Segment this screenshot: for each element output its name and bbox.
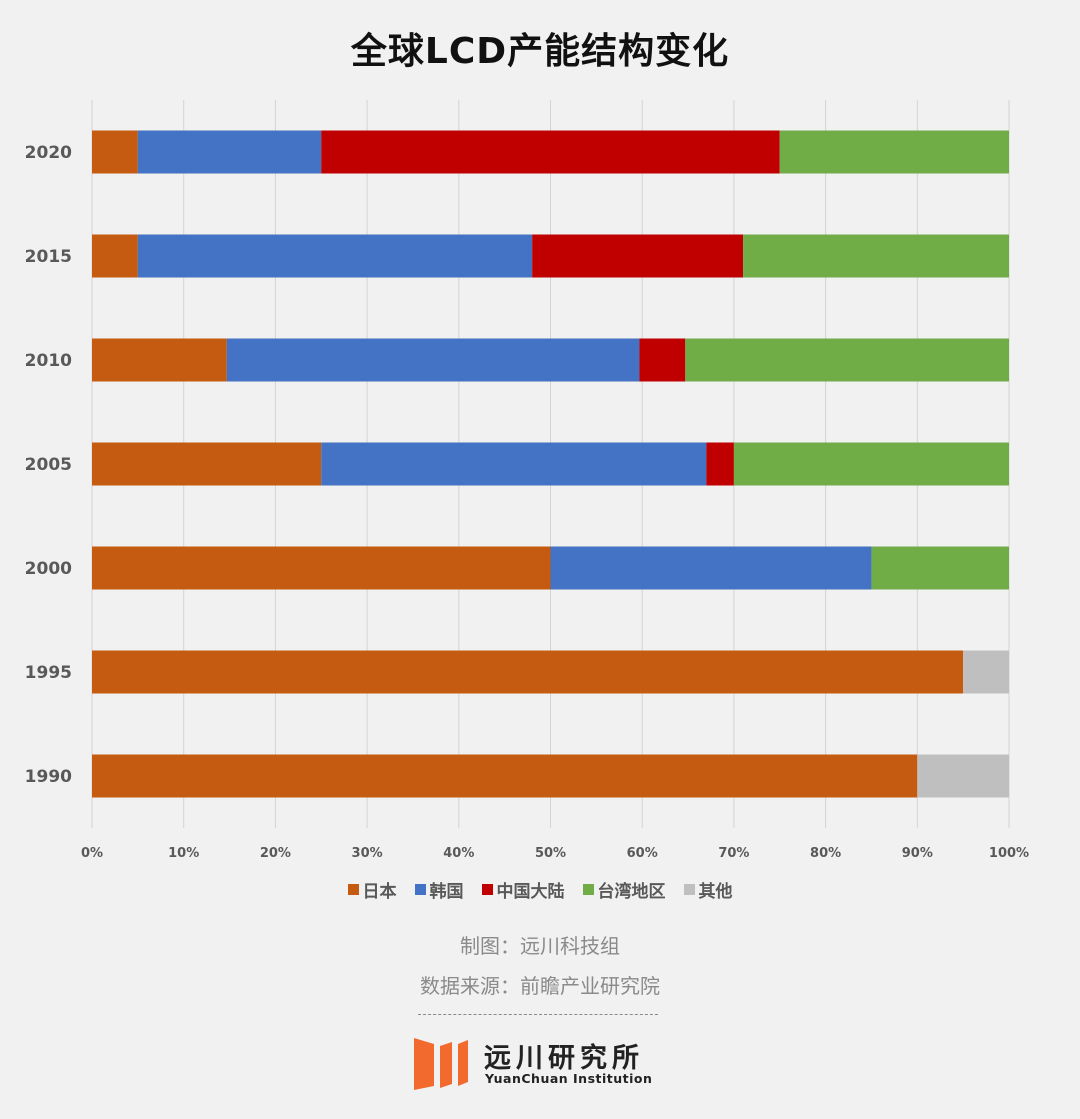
- legend-label-taiwan: 台湾地区: [597, 882, 666, 902]
- bar-segment-1995-4: [963, 650, 1009, 694]
- legend-label-korea: 韩国: [429, 882, 464, 902]
- bar-segment-2010-2: [639, 338, 686, 382]
- x-tick-label: 60%: [627, 846, 658, 861]
- bar-segment-2020-3: [779, 130, 1009, 174]
- y-category-label: 2000: [25, 559, 72, 579]
- legend-swatch-other: [683, 884, 695, 895]
- bar-segment-2015-3: [743, 234, 1009, 278]
- legend-label-mainland-china: 中国大陆: [496, 882, 565, 902]
- x-tick-label: 30%: [352, 846, 383, 861]
- y-category-label: 2020: [25, 143, 72, 163]
- bar-segment-2010-1: [226, 338, 640, 382]
- bar-segment-2015-2: [532, 234, 744, 278]
- bar-segment-2005-0: [92, 442, 322, 486]
- legend-label-other: 其他: [698, 882, 733, 902]
- x-tick-label: 10%: [168, 846, 199, 861]
- x-tick-label: 90%: [902, 846, 933, 861]
- bar-segment-1990-4: [917, 754, 1009, 798]
- bar-segment-2005-2: [706, 442, 734, 486]
- x-tick-label: 20%: [260, 846, 291, 861]
- bar-segment-2020-0: [92, 130, 138, 174]
- bar-segment-2010-3: [685, 338, 1009, 382]
- legend-swatch-mainland-china: [481, 884, 493, 895]
- x-tick-label: 70%: [718, 846, 749, 861]
- chart-title: 全球LCD产能结构变化: [350, 31, 730, 72]
- legend-item-taiwan: 台湾地区: [582, 877, 666, 902]
- legend-swatch-japan: [347, 884, 359, 895]
- x-tick-label: 80%: [810, 846, 841, 861]
- legend-swatch-taiwan: [582, 884, 594, 895]
- bar-segment-2005-3: [733, 442, 1009, 486]
- dashed-divider: [418, 1014, 658, 1015]
- bar-segment-2020-2: [321, 130, 780, 174]
- legend-swatch-korea: [414, 884, 426, 895]
- x-tick-label: 50%: [535, 846, 566, 861]
- chart-legend: 日本 韩国 中国大陆 台湾地区 其他: [0, 877, 1080, 902]
- y-category-label: 2005: [25, 455, 72, 475]
- legend-item-mainland-china: 中国大陆: [481, 877, 565, 902]
- legend-item-other: 其他: [683, 877, 733, 902]
- bar-segment-2005-1: [321, 442, 707, 486]
- x-tick-label: 40%: [443, 846, 474, 861]
- logo-mark-icon: [414, 1038, 468, 1090]
- bar-segment-1995-0: [92, 650, 964, 694]
- bar-segment-2000-0: [92, 546, 551, 590]
- y-category-label: 1995: [25, 663, 72, 683]
- bar-segment-1990-0: [92, 754, 918, 798]
- legend-item-japan: 日本: [347, 877, 397, 902]
- x-tick-label: 0%: [81, 846, 103, 861]
- chart-credit: 制图：远川科技组: [460, 934, 620, 958]
- bar-segment-2010-0: [92, 338, 227, 382]
- bar-segment-2015-1: [137, 234, 533, 278]
- bar-segment-2000-1: [550, 546, 872, 590]
- logo-text-cn: 远川研究所: [484, 1043, 644, 1074]
- bar-segment-2015-0: [92, 234, 138, 278]
- legend-label-japan: 日本: [362, 882, 397, 902]
- bar-segment-2000-3: [871, 546, 1009, 590]
- yuanchuan-logo: 远川研究所 YuanChuan Institution: [414, 1034, 674, 1090]
- bar-segment-2020-1: [137, 130, 322, 174]
- y-category-label: 1990: [25, 767, 72, 787]
- logo-text-en: YuanChuan Institution: [485, 1071, 653, 1086]
- stacked-bar-chart: 0% 10% 20% 30% 40% 50% 60% 70% 80% 90% 100% 2020 201…: [25, 100, 1029, 861]
- y-category-label: 2015: [25, 247, 72, 267]
- x-tick-label: 100%: [989, 846, 1029, 861]
- y-category-label: 2010: [25, 351, 72, 371]
- data-source: 数据来源：前瞻产业研究院: [420, 974, 660, 998]
- legend-item-korea: 韩国: [414, 877, 464, 902]
